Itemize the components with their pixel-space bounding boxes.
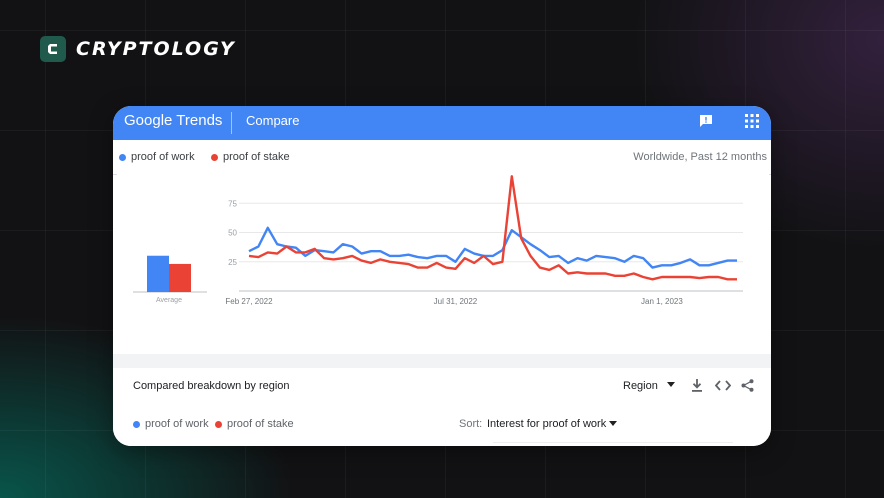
breakdown-legend-proof-of-stake[interactable]: proof of stake [215, 418, 294, 430]
cryptology-logo-icon [40, 36, 66, 62]
page-title: Compare [246, 113, 300, 128]
average-bar-proof-of-work [147, 255, 169, 292]
interest-over-time-chart: 25 50 75 Feb 27, 2022 Jul 31, 2022 Jan 1, 202… [117, 174, 769, 355]
x-tick-label: Jul 31, 2022 [434, 297, 478, 306]
embed-icon[interactable] [715, 380, 731, 391]
breakdown-filters: proof of work proof of stake Sort: Inter… [113, 406, 771, 446]
divider [493, 442, 733, 443]
brand-name: CRYPTOLOGY [76, 38, 236, 60]
legend-item-proof-of-stake[interactable]: proof of stake [211, 151, 290, 163]
google-trends-card: Google Trends Compare proof of work proo… [113, 106, 771, 446]
feedback-icon[interactable] [699, 114, 713, 128]
average-bar-proof-of-stake [169, 263, 191, 292]
trends-header: Google Trends Compare [113, 106, 771, 140]
breakdown-title: Compared breakdown by region [133, 380, 290, 392]
sort-label: Sort: [459, 418, 483, 430]
legend-label: proof of stake [223, 151, 290, 163]
y-tick-label: 50 [228, 229, 237, 238]
breakdown-legend-label: proof of work [145, 418, 209, 430]
x-tick-label: Feb 27, 2022 [225, 297, 273, 306]
sort-select[interactable]: Interest for proof of work [487, 418, 607, 430]
legend-label: proof of work [131, 151, 195, 163]
terms-legend-bar: proof of work proof of stake Worldwide, … [113, 140, 771, 175]
section-separator [113, 354, 771, 368]
x-tick-label: Jan 1, 2023 [641, 297, 683, 306]
y-tick-label: 25 [228, 258, 237, 267]
download-icon[interactable] [691, 379, 703, 392]
y-tick-label: 75 [228, 199, 237, 208]
chevron-down-icon[interactable] [609, 421, 617, 427]
header-divider [231, 112, 232, 134]
google-trends-logo[interactable]: Google Trends [124, 112, 222, 129]
breakdown-legend-proof-of-work[interactable]: proof of work [133, 418, 209, 430]
logo-trends: Trends [176, 112, 223, 129]
blue-dot-icon [133, 420, 140, 428]
breakdown-legend-label: proof of stake [227, 418, 294, 430]
red-dot-icon [211, 153, 218, 161]
blue-dot-icon [119, 153, 126, 161]
logo-google: Google [124, 112, 173, 129]
series-line-proof-of-stake [248, 175, 737, 281]
legend-item-proof-of-work[interactable]: proof of work [119, 151, 195, 163]
chart-svg: 25 50 75 Feb 27, 2022 Jul 31, 2022 Jan 1, 202… [133, 175, 743, 306]
brand: CRYPTOLOGY [40, 36, 236, 62]
share-icon[interactable] [741, 379, 754, 392]
resolution-select[interactable]: Region [623, 380, 658, 392]
chevron-down-icon[interactable] [667, 382, 675, 388]
apps-grid-icon[interactable] [745, 114, 759, 128]
red-dot-icon [215, 420, 222, 428]
breakdown-header: Compared breakdown by region Region [117, 368, 767, 407]
series-line-proof-of-work [248, 226, 737, 269]
average-label: Average [156, 297, 182, 304]
scope-label[interactable]: Worldwide, Past 12 months [633, 151, 767, 163]
